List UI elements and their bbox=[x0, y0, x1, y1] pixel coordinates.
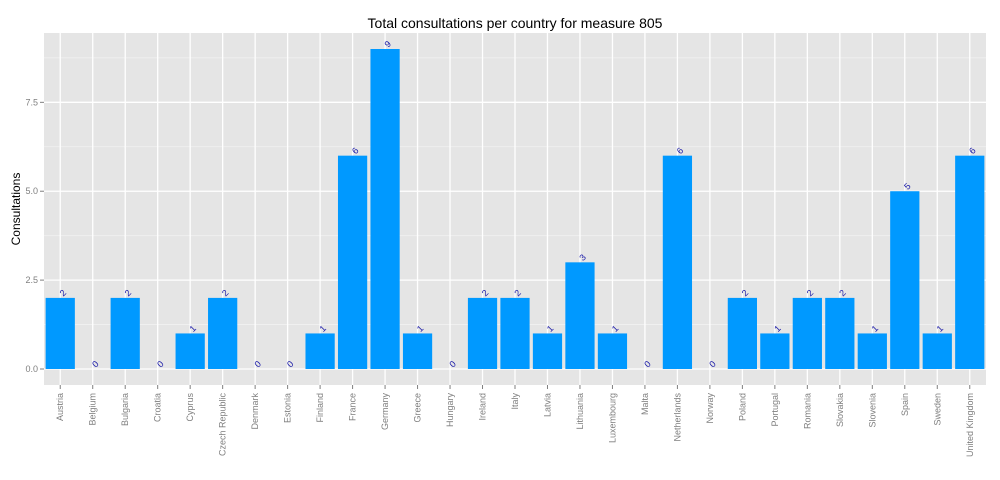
data-label: 2 bbox=[123, 288, 134, 299]
bar bbox=[792, 297, 822, 369]
data-label: 0 bbox=[285, 359, 296, 370]
data-label: 0 bbox=[90, 359, 101, 370]
data-label: 1 bbox=[545, 323, 556, 334]
y-tick-label: 0.0 bbox=[25, 364, 38, 374]
x-tick-label: Spain bbox=[900, 393, 910, 416]
x-tick-label: Estonia bbox=[283, 393, 293, 423]
bars bbox=[45, 49, 985, 369]
data-labels: 2 0 2 0 1 2 0 0 1 6 9 1 0 2 2 1 3 1 0 6 0 2 1 2 2 1 5 1 6 bbox=[58, 39, 978, 370]
y-axis-ticks: 0.0 2.5 5.0 7.5 bbox=[25, 97, 44, 374]
x-tick-label: Romania bbox=[802, 393, 812, 429]
x-tick-label: Poland bbox=[737, 393, 747, 421]
data-label: 1 bbox=[317, 323, 328, 334]
data-label: 1 bbox=[772, 323, 783, 334]
x-tick-label: United Kingdom bbox=[965, 393, 975, 457]
bar bbox=[662, 155, 693, 369]
x-tick-label: Sweden bbox=[932, 393, 942, 426]
x-tick-label: Portugal bbox=[770, 393, 780, 427]
data-label: 6 bbox=[967, 145, 978, 156]
x-tick-label: Cyprus bbox=[185, 393, 195, 422]
data-label: 6 bbox=[675, 145, 686, 156]
data-label: 5 bbox=[902, 181, 913, 192]
bar bbox=[532, 333, 563, 369]
bar bbox=[565, 262, 595, 369]
bar bbox=[370, 49, 400, 369]
bar bbox=[110, 297, 140, 369]
y-axis-label: Consultations bbox=[9, 173, 23, 246]
data-label: 2 bbox=[805, 288, 816, 299]
x-axis-ticks: Austria Belgium Bulgaria Croatia Cyprus Czech… bbox=[55, 385, 975, 457]
bar bbox=[175, 333, 205, 369]
bar bbox=[825, 297, 855, 369]
x-tick-label: Hungary bbox=[445, 393, 455, 428]
data-label: 6 bbox=[350, 145, 361, 156]
x-tick-label: Latvia bbox=[542, 393, 552, 417]
x-tick-label: Norway bbox=[705, 393, 715, 424]
data-label: 2 bbox=[58, 288, 69, 299]
chart-title: Total consultations per country for meas… bbox=[368, 15, 663, 31]
x-tick-label: Slovakia bbox=[835, 393, 845, 427]
bar bbox=[857, 333, 887, 369]
data-label: 2 bbox=[220, 288, 231, 299]
x-tick-label: Lithuania bbox=[575, 393, 585, 430]
bar bbox=[337, 155, 368, 369]
bar bbox=[467, 297, 498, 369]
bar bbox=[727, 297, 757, 369]
x-tick-label: Finland bbox=[315, 393, 325, 423]
x-tick-label: Netherlands bbox=[672, 393, 682, 442]
x-tick-label: Croatia bbox=[153, 393, 163, 422]
bar bbox=[955, 155, 985, 369]
x-tick-label: Czech Republic bbox=[218, 393, 228, 457]
data-label: 1 bbox=[415, 323, 426, 334]
x-tick-label: Denmark bbox=[250, 393, 260, 430]
bar bbox=[402, 333, 433, 369]
bar bbox=[922, 333, 952, 369]
y-tick-label: 5.0 bbox=[25, 186, 38, 196]
x-tick-label: Slovenia bbox=[867, 393, 877, 428]
bar bbox=[890, 191, 920, 369]
bar bbox=[45, 297, 75, 369]
y-tick-label: 7.5 bbox=[25, 97, 38, 107]
data-label: 2 bbox=[480, 288, 491, 299]
data-label: 1 bbox=[935, 323, 946, 334]
bar bbox=[208, 297, 238, 369]
data-label: 9 bbox=[382, 39, 393, 50]
x-tick-label: Belgium bbox=[88, 393, 98, 426]
data-label: 0 bbox=[252, 359, 263, 370]
data-label: 2 bbox=[512, 288, 523, 299]
data-label: 2 bbox=[740, 288, 751, 299]
data-label: 0 bbox=[155, 359, 166, 370]
bar bbox=[597, 333, 628, 369]
bar bbox=[305, 333, 335, 369]
x-tick-label: Bulgaria bbox=[120, 393, 130, 426]
data-label: 1 bbox=[610, 323, 621, 334]
x-tick-label: France bbox=[348, 393, 358, 421]
data-label: 1 bbox=[870, 323, 881, 334]
data-label: 0 bbox=[642, 359, 653, 370]
x-tick-label: Greece bbox=[413, 393, 423, 423]
data-label: 0 bbox=[447, 359, 458, 370]
x-tick-label: Malta bbox=[640, 393, 650, 415]
data-label: 3 bbox=[577, 252, 588, 263]
bar bbox=[760, 333, 790, 369]
data-label: 2 bbox=[837, 288, 848, 299]
x-tick-label: Italy bbox=[510, 393, 520, 410]
data-label: 0 bbox=[707, 359, 718, 370]
bar bbox=[500, 297, 530, 369]
x-tick-label: Luxembourg bbox=[607, 393, 617, 443]
y-tick-label: 2.5 bbox=[25, 275, 38, 285]
x-tick-label: Ireland bbox=[478, 393, 488, 421]
data-label: 1 bbox=[188, 323, 199, 334]
x-tick-label: Germany bbox=[380, 393, 390, 431]
x-tick-label: Austria bbox=[55, 393, 65, 421]
